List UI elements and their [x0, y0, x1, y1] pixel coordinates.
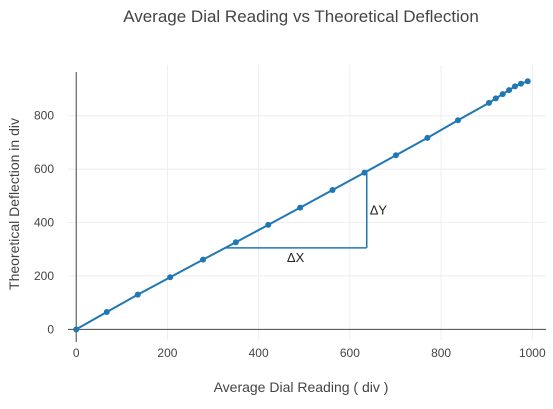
series-group: [73, 78, 531, 333]
data-point: [134, 291, 141, 298]
y-tick-label: 600: [34, 162, 54, 176]
x-tick-label: 1000: [519, 346, 546, 360]
y-axis-title: Theoretical Deflection in div: [6, 118, 22, 290]
data-point: [361, 169, 368, 176]
data-point: [485, 99, 492, 106]
y-tick-label: 0: [47, 322, 54, 336]
data-point: [265, 221, 272, 228]
data-point: [424, 134, 431, 141]
x-axis-title: Average Dial Reading ( div ): [214, 379, 389, 395]
y-tick-label: 200: [34, 269, 54, 283]
data-point: [506, 87, 513, 94]
x-tick-label: 800: [431, 346, 451, 360]
data-point: [492, 95, 499, 102]
x-tick-label: 200: [157, 346, 177, 360]
delta-x-label: ΔX: [287, 250, 305, 265]
x-tick-label: 0: [73, 346, 80, 360]
x-tick-label: 400: [249, 346, 269, 360]
data-point: [511, 83, 518, 90]
data-point: [167, 274, 174, 281]
chart-title: Average Dial Reading vs Theoretical Defl…: [123, 7, 479, 26]
data-point: [524, 78, 531, 85]
data-point: [499, 91, 506, 98]
axes: [68, 72, 546, 342]
slope-triangle: ΔX ΔY: [224, 171, 387, 265]
delta-y-label: ΔY: [370, 203, 388, 218]
gridlines: [68, 65, 546, 340]
y-tick-label: 400: [34, 216, 54, 230]
x-tick-label: 600: [340, 346, 360, 360]
data-point: [232, 239, 239, 246]
tick-labels: 0 200 400 600 800 1000 0 200 400 600 800: [34, 109, 546, 360]
data-point: [454, 117, 461, 124]
data-point: [73, 326, 80, 333]
y-tick-label: 800: [34, 109, 54, 123]
data-point: [297, 204, 304, 211]
data-point: [392, 152, 399, 159]
data-point: [517, 80, 524, 87]
data-point: [103, 308, 110, 315]
data-point: [200, 256, 207, 263]
data-point: [329, 186, 336, 193]
